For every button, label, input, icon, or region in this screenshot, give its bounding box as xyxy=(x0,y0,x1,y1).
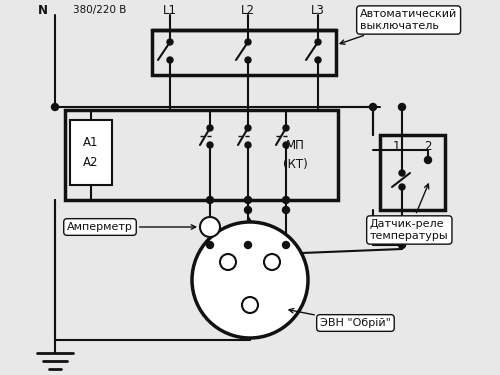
Text: L2: L2 xyxy=(241,3,255,16)
Circle shape xyxy=(282,196,290,204)
Circle shape xyxy=(220,254,236,270)
Circle shape xyxy=(242,297,258,313)
Circle shape xyxy=(244,242,252,249)
Circle shape xyxy=(244,196,252,204)
Circle shape xyxy=(315,39,321,45)
Text: ЭВН "Обрій": ЭВН "Обрій" xyxy=(289,309,391,328)
Bar xyxy=(70,120,112,185)
Circle shape xyxy=(167,57,173,63)
Circle shape xyxy=(399,184,405,190)
Circle shape xyxy=(200,217,220,237)
Circle shape xyxy=(206,242,214,249)
Circle shape xyxy=(245,57,251,63)
Text: 1: 1 xyxy=(392,141,400,153)
Text: 2: 2 xyxy=(424,141,432,153)
Text: Автоматический
выключатель: Автоматический выключатель xyxy=(340,9,457,44)
Text: L1: L1 xyxy=(163,3,177,16)
Text: N: N xyxy=(38,3,48,16)
Circle shape xyxy=(399,170,405,176)
Text: МП
(КТ): МП (КТ) xyxy=(282,139,308,171)
Circle shape xyxy=(398,242,406,249)
Circle shape xyxy=(206,196,214,204)
Circle shape xyxy=(424,156,432,164)
Circle shape xyxy=(207,142,213,148)
Circle shape xyxy=(282,207,290,213)
Bar xyxy=(65,110,338,200)
Circle shape xyxy=(315,57,321,63)
Circle shape xyxy=(192,222,308,338)
Circle shape xyxy=(245,39,251,45)
Bar xyxy=(152,30,336,75)
Text: L3: L3 xyxy=(311,3,325,16)
Circle shape xyxy=(282,242,290,249)
Text: Амперметр: Амперметр xyxy=(67,222,196,232)
Circle shape xyxy=(370,104,376,111)
Circle shape xyxy=(167,39,173,45)
Bar xyxy=(380,135,445,210)
Circle shape xyxy=(244,207,252,213)
Circle shape xyxy=(207,125,213,131)
Text: Датчик-реле
температуры: Датчик-реле температуры xyxy=(370,184,448,241)
Circle shape xyxy=(264,254,280,270)
Circle shape xyxy=(283,125,289,131)
Text: 380/220 В: 380/220 В xyxy=(74,5,126,15)
Circle shape xyxy=(52,104,59,111)
Circle shape xyxy=(283,142,289,148)
Circle shape xyxy=(245,142,251,148)
Circle shape xyxy=(245,125,251,131)
Text: A1
A2: A1 A2 xyxy=(83,136,99,168)
Circle shape xyxy=(398,104,406,111)
